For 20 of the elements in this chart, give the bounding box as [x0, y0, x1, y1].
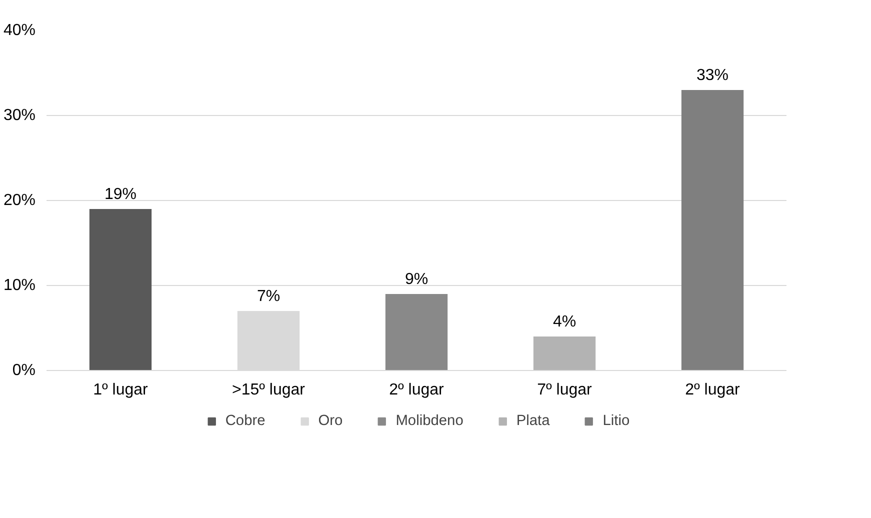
data-label: 4%: [552, 314, 576, 330]
x-tick-label: >15º lugar: [232, 382, 306, 398]
data-label: 7%: [256, 288, 280, 305]
legend-label: Litio: [602, 413, 630, 429]
legend-label: Molibdeno: [396, 413, 464, 429]
y-tick-label: 10%: [3, 277, 36, 294]
data-label: 19%: [104, 186, 137, 203]
data-label: 9%: [404, 271, 428, 288]
x-tick-label: 7º lugar: [537, 382, 593, 398]
y-tick-label: 0%: [12, 362, 36, 379]
legend-label: Plata: [516, 413, 550, 429]
x-tick-label: 1º lugar: [93, 382, 149, 398]
y-tick-label: 40%: [3, 22, 36, 39]
x-tick-label: 2º lugar: [685, 382, 741, 398]
y-tick-label: 20%: [3, 192, 36, 209]
data-label: 33%: [696, 67, 729, 84]
legend-label: Cobre: [225, 413, 266, 429]
legend-label: Oro: [318, 413, 343, 429]
x-tick-label: 2º lugar: [389, 382, 445, 398]
y-tick-label: 30%: [3, 107, 36, 124]
